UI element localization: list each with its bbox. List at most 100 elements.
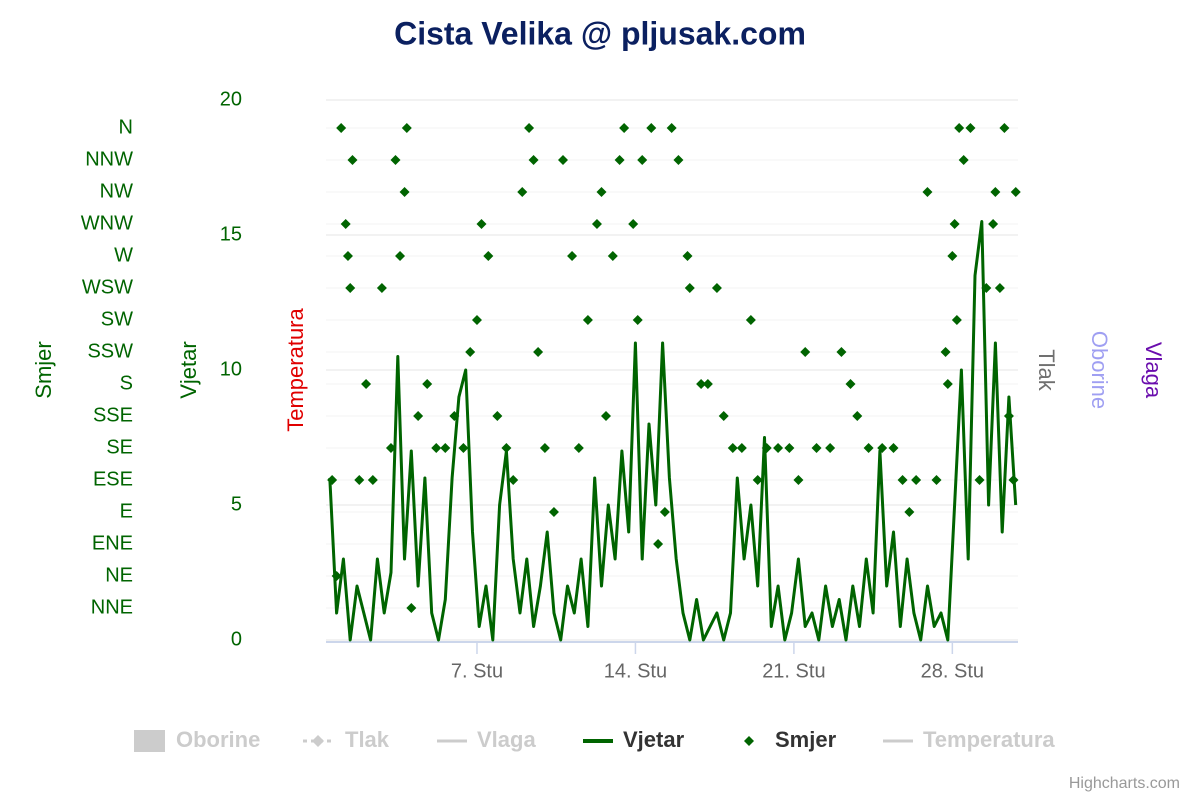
legend-item[interactable]: Vjetar xyxy=(583,727,685,752)
direction-point xyxy=(845,379,856,389)
y-tick-label: 20 xyxy=(220,88,242,110)
direction-point xyxy=(954,123,965,133)
axis-title: Vjetar xyxy=(176,341,201,398)
direction-point xyxy=(465,347,476,357)
legend-symbol xyxy=(744,736,754,746)
direction-point xyxy=(931,475,942,485)
direction-point xyxy=(888,443,899,453)
y2-tick-label: SSE xyxy=(93,404,133,426)
direction-point xyxy=(718,411,729,421)
y2-tick-label: WSW xyxy=(82,276,133,298)
direction-point xyxy=(800,347,811,357)
legend-label: Tlak xyxy=(345,727,390,752)
direction-point xyxy=(773,443,784,453)
y-tick-label: 10 xyxy=(220,358,242,380)
legend-item[interactable]: Tlak xyxy=(303,727,390,752)
legend-symbol xyxy=(134,730,165,752)
direction-point xyxy=(684,283,695,293)
direction-point xyxy=(524,123,535,133)
direction-point xyxy=(458,443,469,453)
y2-tick-label: N xyxy=(119,116,133,138)
legend-item[interactable]: Temperatura xyxy=(883,727,1055,752)
direction-point xyxy=(596,187,607,197)
axis-title: Temperatura xyxy=(283,307,308,431)
direction-point xyxy=(736,443,747,453)
x-tick-label: 7. Stu xyxy=(451,660,503,682)
legend-label: Vjetar xyxy=(623,727,685,752)
direction-point xyxy=(327,475,338,485)
direction-point xyxy=(897,475,908,485)
direction-point xyxy=(999,123,1010,133)
chart-title: Cista Velika @ pljusak.com xyxy=(394,15,806,51)
axis-title: Smjer xyxy=(31,341,56,398)
direction-point xyxy=(922,187,933,197)
legend-symbol xyxy=(312,735,324,747)
direction-point xyxy=(994,283,1005,293)
direction-point xyxy=(981,283,992,293)
direction-point xyxy=(659,507,670,517)
direction-point xyxy=(696,379,707,389)
direction-point xyxy=(508,475,519,485)
direction-point xyxy=(345,283,356,293)
credits[interactable]: Highcharts.com xyxy=(1069,775,1180,792)
legend-label: Oborine xyxy=(176,727,260,752)
direction-point xyxy=(745,315,756,325)
y-tick-label: 5 xyxy=(231,493,242,515)
direction-point xyxy=(591,219,602,229)
direction-point xyxy=(528,155,539,165)
y2-tick-label: ENE xyxy=(92,532,133,554)
direction-point xyxy=(784,443,795,453)
direction-point xyxy=(449,411,460,421)
y2-tick-label: W xyxy=(114,244,133,266)
direction-point xyxy=(601,411,612,421)
direction-point xyxy=(573,443,584,453)
legend-item[interactable]: Smjer xyxy=(744,727,837,752)
direction-point xyxy=(399,187,410,197)
direction-point xyxy=(395,251,406,261)
direction-point xyxy=(974,475,985,485)
direction-point xyxy=(385,443,396,453)
y2-tick-label: SSW xyxy=(87,340,133,362)
direction-point xyxy=(951,315,962,325)
direction-point xyxy=(406,603,417,613)
direction-point xyxy=(942,379,953,389)
direction-point xyxy=(558,155,569,165)
direction-point xyxy=(376,283,387,293)
y2-tick-label: NNE xyxy=(91,596,133,618)
direction-point xyxy=(637,155,648,165)
direction-point xyxy=(711,283,722,293)
direction-point xyxy=(965,123,976,133)
direction-point xyxy=(1010,187,1021,197)
direction-point xyxy=(340,219,351,229)
direction-point xyxy=(793,475,804,485)
direction-point xyxy=(501,443,512,453)
direction-point xyxy=(949,219,960,229)
direction-point xyxy=(567,251,578,261)
direction-point xyxy=(548,507,559,517)
direction-point xyxy=(852,411,863,421)
y2-tick-label: ESE xyxy=(93,468,133,490)
legend-label: Vlaga xyxy=(477,727,536,752)
x-tick-label: 14. Stu xyxy=(604,660,667,682)
direction-point xyxy=(367,475,378,485)
direction-point xyxy=(607,251,618,261)
y2-tick-label: NE xyxy=(105,564,133,586)
direction-point xyxy=(413,411,424,421)
axis-title: Vlaga xyxy=(1141,342,1166,399)
direction-point xyxy=(619,123,630,133)
legend-item[interactable]: Oborine xyxy=(134,727,260,752)
legend-item[interactable]: Vlaga xyxy=(437,727,536,752)
y2-tick-label: NW xyxy=(100,180,133,202)
direction-point xyxy=(354,475,365,485)
direction-point xyxy=(752,475,763,485)
x-tick-label: 21. Stu xyxy=(762,660,825,682)
direction-point xyxy=(653,539,664,549)
direction-point xyxy=(702,379,713,389)
y-tick-label: 15 xyxy=(220,223,242,245)
direction-point xyxy=(517,187,528,197)
y2-tick-label: WNW xyxy=(81,212,133,234)
direction-point xyxy=(940,347,951,357)
y2-tick-label: SW xyxy=(101,308,133,330)
direction-point xyxy=(440,443,451,453)
